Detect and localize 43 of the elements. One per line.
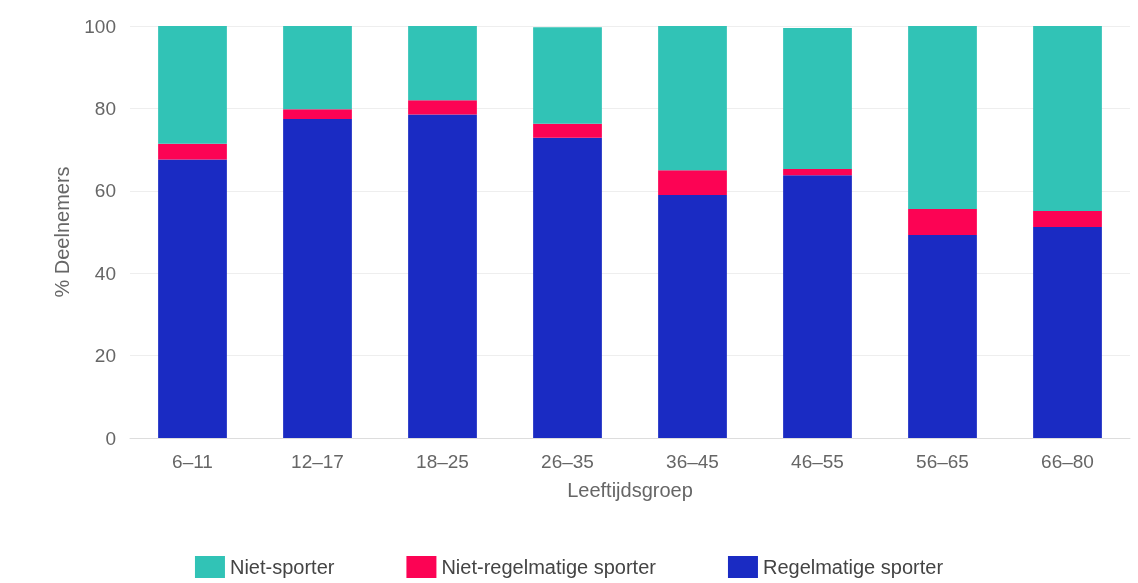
x-tick-label: 56–65 <box>916 451 969 472</box>
y-tick-label: 100 <box>84 15 116 37</box>
x-axis-title: Leeftijdsgroep <box>567 479 693 501</box>
bar <box>658 194 727 438</box>
x-tick-label: 46–55 <box>791 451 844 472</box>
bar <box>783 168 852 176</box>
bar <box>1033 210 1102 228</box>
bar <box>158 143 227 160</box>
bar <box>283 119 352 438</box>
bar <box>783 28 852 169</box>
bar <box>158 159 227 438</box>
y-tick-label: 80 <box>94 97 116 119</box>
y-tick-label: 20 <box>94 345 116 367</box>
bar <box>1033 26 1102 211</box>
y-tick-label: 0 <box>105 427 116 449</box>
bar <box>533 27 602 124</box>
bar <box>533 137 602 438</box>
x-tick-label: 66–80 <box>1041 451 1094 472</box>
x-tick-label: 6–11 <box>172 451 213 472</box>
bar <box>783 175 852 438</box>
x-tick-label: 12–17 <box>291 451 344 472</box>
bar <box>1033 227 1102 438</box>
bar <box>283 109 352 120</box>
legend-label: Niet-sporter <box>229 556 335 578</box>
legend-label: Regelmatige sporter <box>762 556 944 578</box>
bar <box>658 26 727 171</box>
bar <box>408 100 477 115</box>
y-tick-label: 60 <box>94 180 116 202</box>
bar <box>908 208 977 235</box>
bar <box>908 234 977 438</box>
y-axis-title: % Deelnemers <box>51 166 73 298</box>
bar <box>408 114 477 438</box>
x-tick-label: 26–35 <box>541 451 594 472</box>
bar <box>908 26 977 209</box>
legend-label: Niet-regelmatige sporter <box>441 556 657 578</box>
bar <box>658 170 727 195</box>
bar <box>283 26 352 110</box>
bar <box>533 123 602 138</box>
x-tick-label: 18–25 <box>416 451 469 472</box>
bar <box>408 26 477 101</box>
y-tick-label: 40 <box>94 262 116 284</box>
x-tick-label: 36–45 <box>666 451 719 472</box>
bar <box>158 26 227 144</box>
